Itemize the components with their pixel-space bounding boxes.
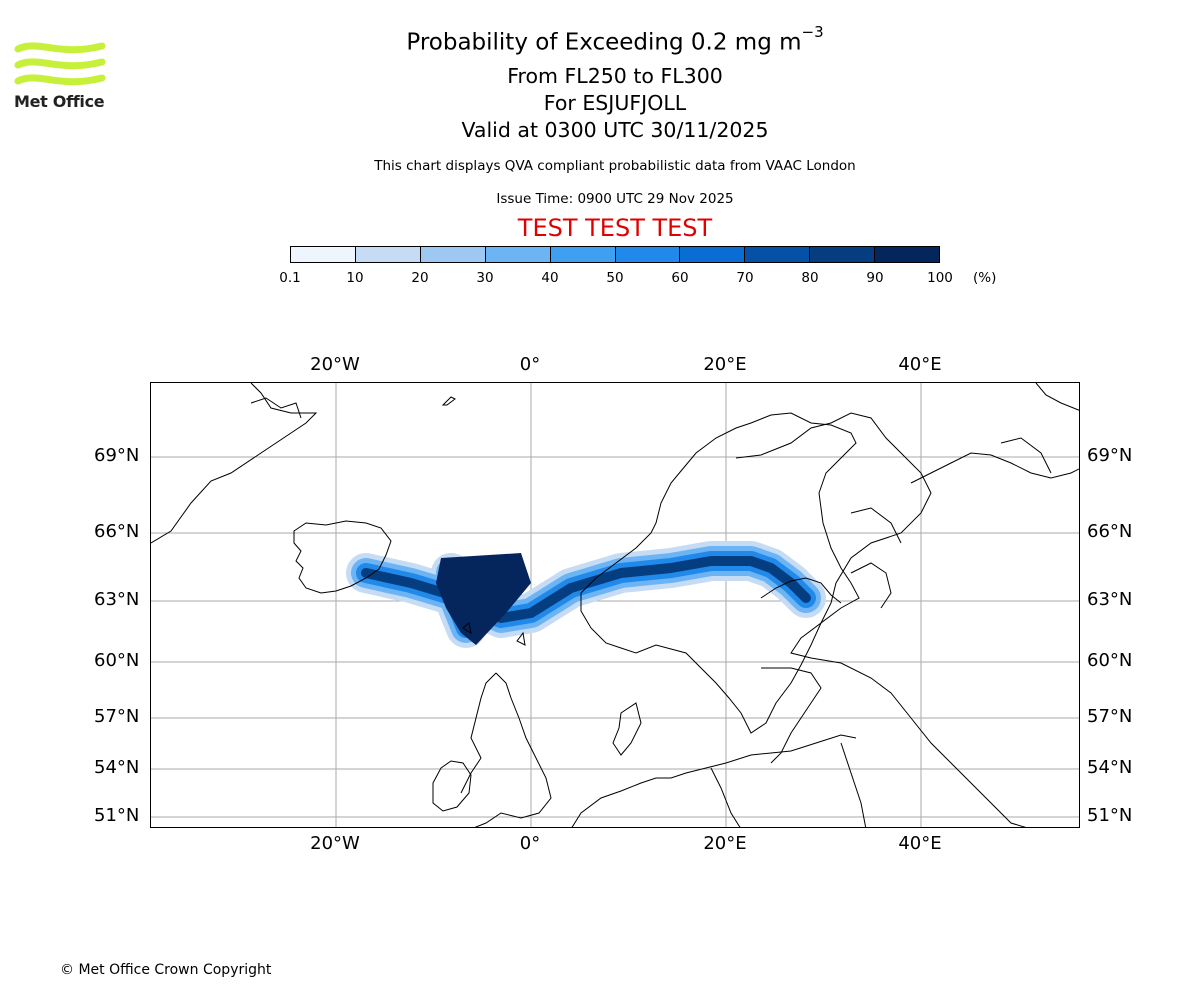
lat-label-left: 57°N xyxy=(94,706,140,727)
colorbar-tick-label: 90 xyxy=(866,270,884,286)
met-office-logo-icon xyxy=(14,42,106,86)
colorbar-tick-label: 50 xyxy=(606,270,624,286)
lon-label-bottom: 0° xyxy=(519,833,541,854)
map-svg xyxy=(151,383,1079,827)
colorbar-tick-label: 70 xyxy=(736,270,754,286)
colorbar-segment xyxy=(485,247,551,262)
colorbar-tick-label: 30 xyxy=(476,270,494,286)
colorbar-segment xyxy=(615,247,681,262)
lat-label-right: 63°N xyxy=(1087,589,1133,610)
colorbar-segment xyxy=(420,247,486,262)
lon-label-top: 40°E xyxy=(898,354,942,375)
valid-time-line: Valid at 0300 UTC 30/11/2025 xyxy=(461,118,769,142)
volcano-line: For ESJUFJOLL xyxy=(543,91,687,115)
lon-label-top: 20°W xyxy=(310,354,360,375)
chart-title: Probability of Exceeding 0.2 mg m−3 xyxy=(406,23,824,56)
colorbar-segment xyxy=(291,247,356,262)
colorbar-segment xyxy=(745,247,811,262)
lon-label-bottom: 20°W xyxy=(310,833,360,854)
colorbar-tick-label: 40 xyxy=(541,270,559,286)
colorbar-segment xyxy=(680,247,746,262)
lon-label-bottom: 40°E xyxy=(898,833,942,854)
lon-label-top: 20°E xyxy=(703,354,747,375)
lat-label-left: 51°N xyxy=(94,805,140,826)
colorbar-tick-label: 0.1 xyxy=(279,270,301,286)
lat-label-right: 51°N xyxy=(1087,805,1133,826)
lon-label-bottom: 20°E xyxy=(703,833,747,854)
lon-label-top: 0° xyxy=(519,354,541,375)
coastlines xyxy=(151,383,1079,827)
copyright: © Met Office Crown Copyright xyxy=(60,962,272,978)
disclaimer-text: This chart displays QVA compliant probab… xyxy=(374,158,856,174)
lat-label-left: 63°N xyxy=(94,589,140,610)
colorbar-segment xyxy=(355,247,421,262)
colorbar xyxy=(290,246,940,263)
colorbar-tick-label: 100 xyxy=(927,270,953,286)
map-panel xyxy=(150,382,1080,828)
colorbar-tick-label: 10 xyxy=(346,270,364,286)
colorbar-tick-label: 60 xyxy=(671,270,689,286)
colorbar-segment xyxy=(875,247,940,262)
colorbar-segment xyxy=(810,247,876,262)
lat-label-right: 54°N xyxy=(1087,757,1133,778)
lat-label-left: 66°N xyxy=(94,521,140,542)
graticule xyxy=(151,383,1079,827)
colorbar-tick-label: 80 xyxy=(801,270,819,286)
lat-label-right: 69°N xyxy=(1087,445,1133,466)
lat-label-left: 54°N xyxy=(94,757,140,778)
plume-core xyxy=(436,553,531,645)
colorbar-segment xyxy=(550,247,616,262)
ash-plume xyxy=(346,541,826,648)
logo-text: Met Office xyxy=(14,92,105,111)
lat-label-right: 57°N xyxy=(1087,706,1133,727)
colorbar-unit: (%) xyxy=(973,270,997,286)
test-banner: TEST TEST TEST xyxy=(517,214,713,242)
flight-level-line: From FL250 to FL300 xyxy=(507,64,723,88)
lat-label-left: 60°N xyxy=(94,650,140,671)
lat-label-right: 60°N xyxy=(1087,650,1133,671)
lat-label-right: 66°N xyxy=(1087,521,1133,542)
lat-label-left: 69°N xyxy=(94,445,140,466)
colorbar-tick-label: 20 xyxy=(411,270,429,286)
issue-time: Issue Time: 0900 UTC 29 Nov 2025 xyxy=(496,191,734,207)
